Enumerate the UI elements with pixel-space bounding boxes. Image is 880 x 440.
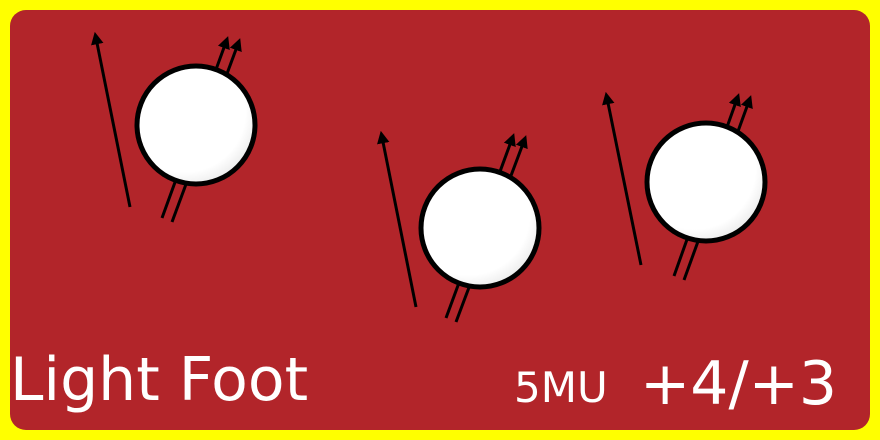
long-arrow-icon [91, 31, 132, 208]
ball-icon [134, 63, 258, 187]
long-arrow-icon [377, 130, 418, 308]
card-cost: 5MU [514, 363, 608, 412]
card-illustration [91, 31, 768, 323]
long-arrow-icon [602, 91, 643, 266]
ball-icon [644, 120, 768, 244]
ball-icon [418, 166, 542, 290]
card-modifier: +4/+3 [640, 349, 838, 419]
card-panel [10, 10, 870, 430]
card-title: Light Foot [10, 345, 309, 415]
ball-figure-1 [91, 31, 258, 223]
ball-figure-2 [377, 130, 542, 323]
ball-figure-3 [602, 91, 768, 281]
